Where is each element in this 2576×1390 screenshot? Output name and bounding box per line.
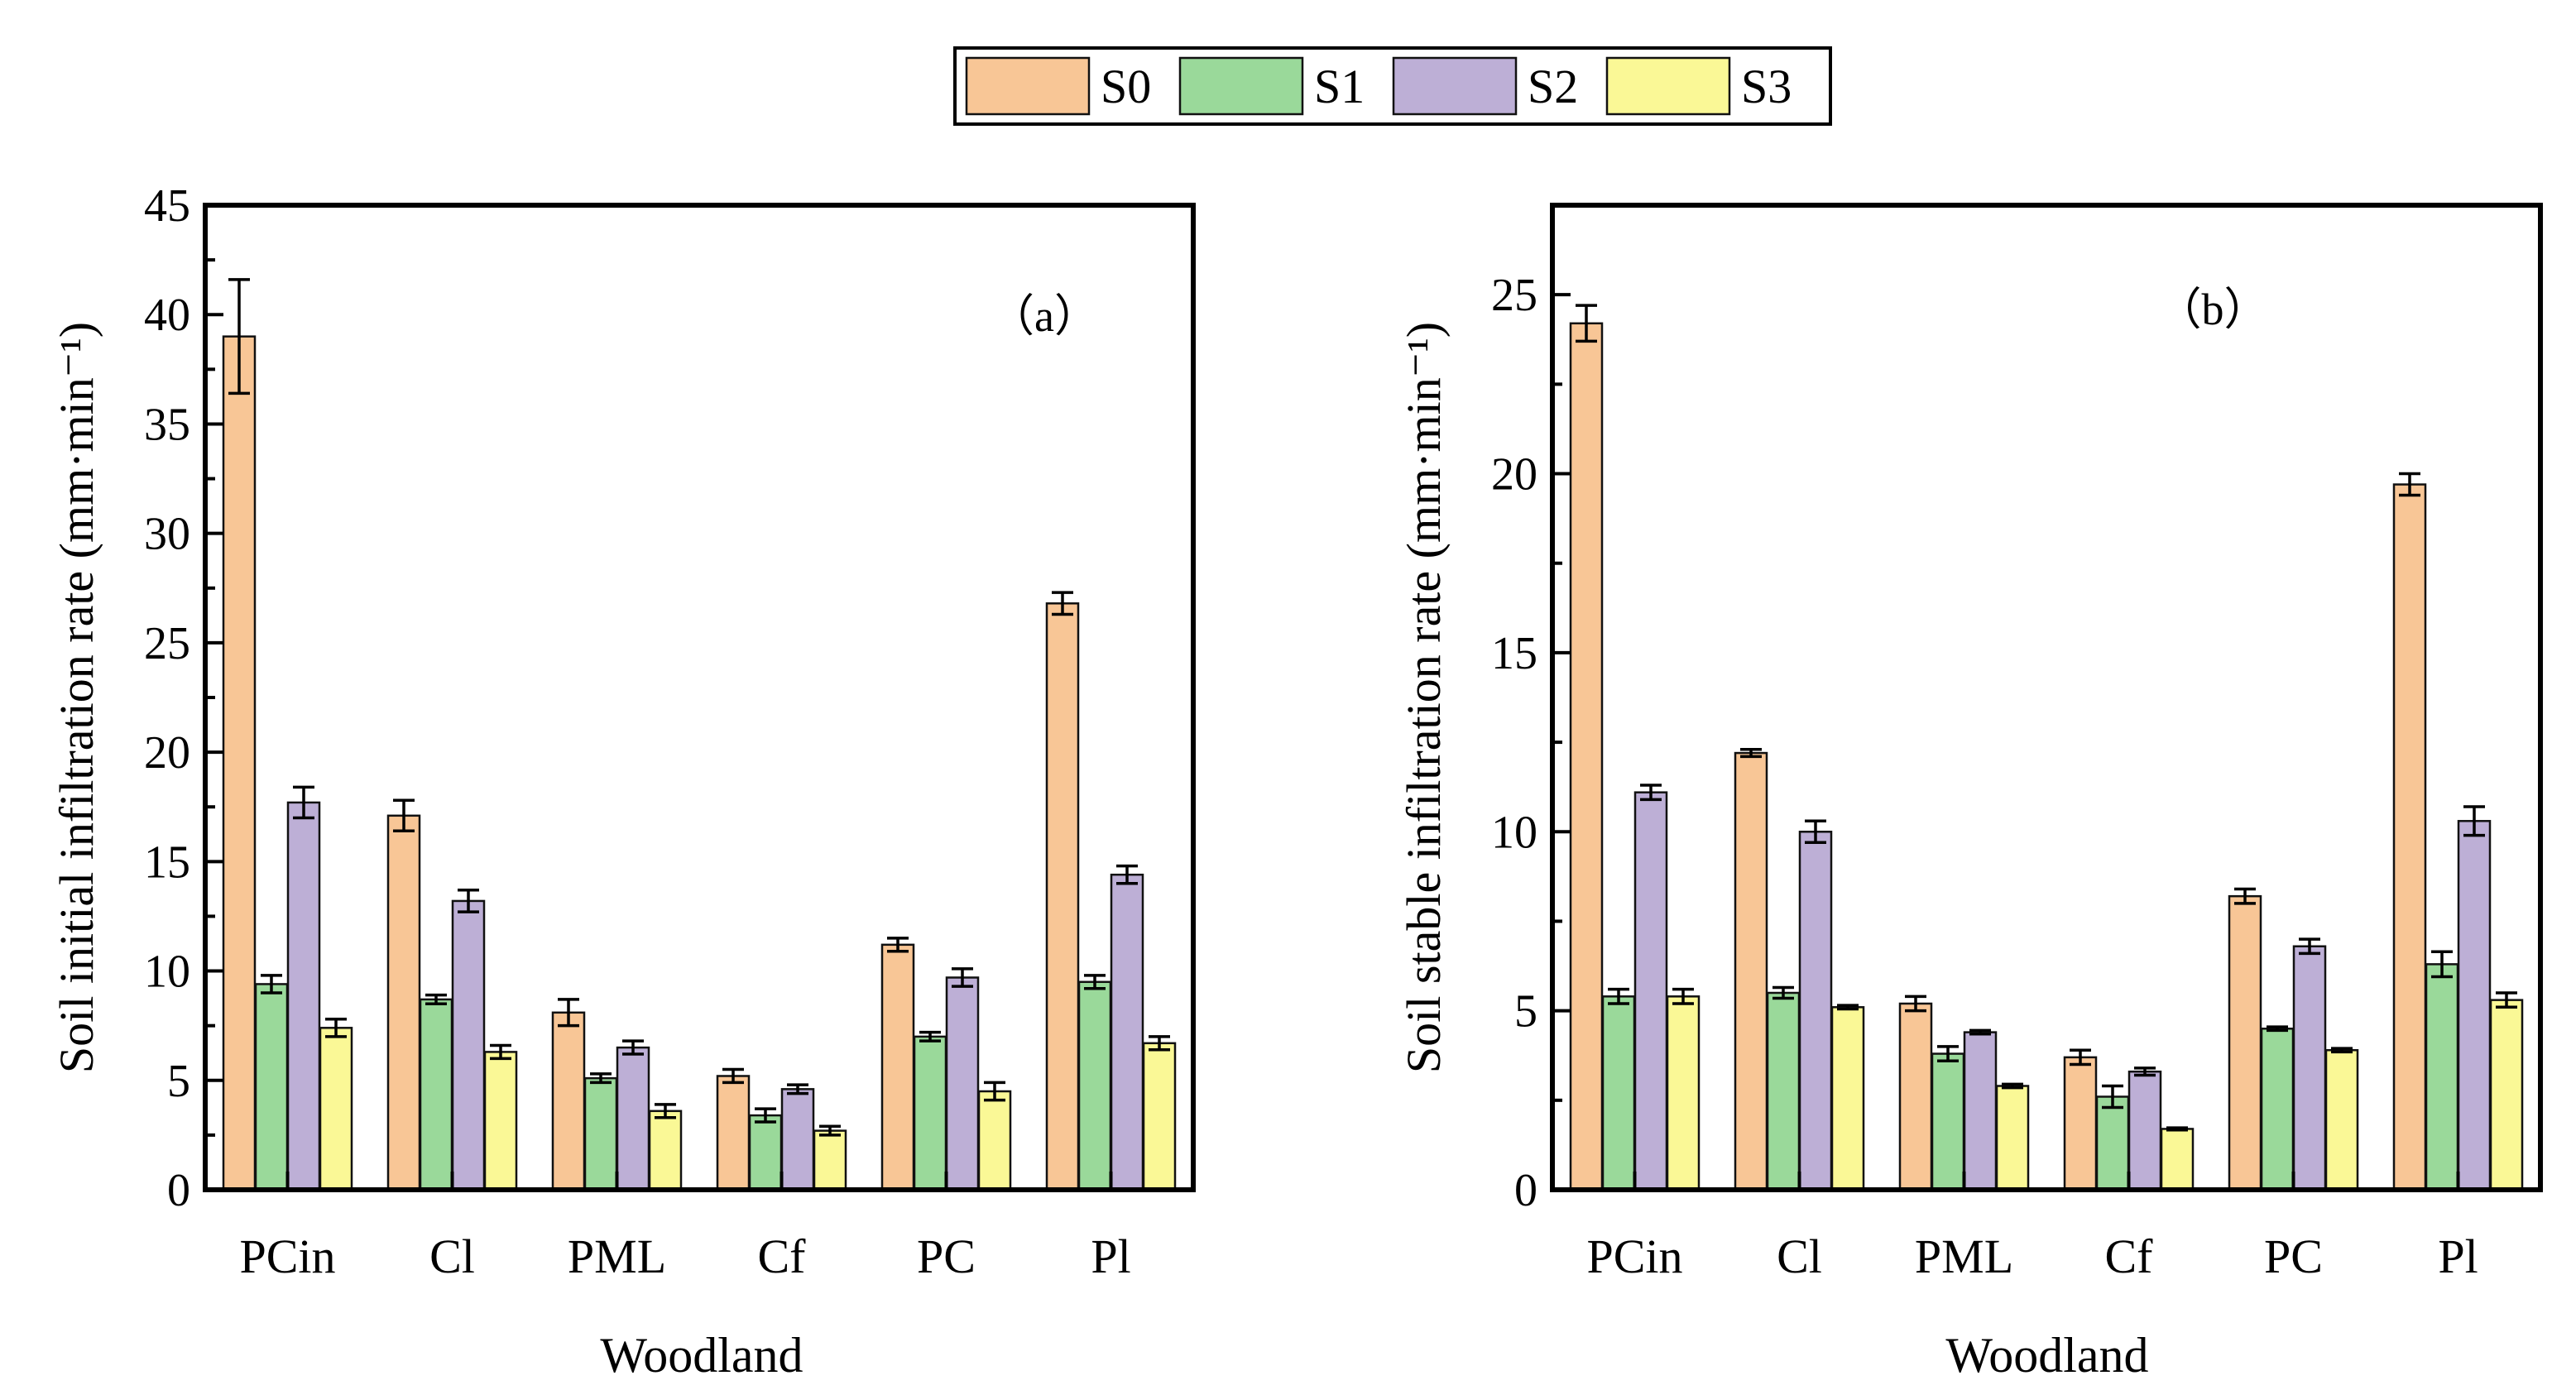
x-tick-label-cf: Cf [2105,1229,2154,1283]
bar-s3-pl [1142,1042,1177,1191]
y-tick-label: 35 [144,399,190,450]
bar-s1-cf [2095,1095,2130,1191]
legend-label-s2: S2 [1528,60,1578,113]
bar-s3-pml [1995,1085,2030,1191]
bar-s2-pl [2457,820,2492,1191]
bar-s1-pl [1077,980,1112,1191]
bar-s2-pl [1110,873,1144,1191]
bar-s0-pl [2392,483,2427,1191]
bar-s3-pml [648,1110,683,1191]
plot-frame [203,203,1196,1192]
bar-s2-cf [2127,1070,2162,1191]
x-tick-label-cf: Cf [758,1229,807,1283]
bar-s0-cf [2063,1056,2098,1191]
bar-s0-pcin [222,335,257,1191]
y-axis-title: Soil stable infiltration rate (mm·min⁻¹) [1397,322,1451,1073]
x-tick-label-pl: Pl [2438,1229,2478,1283]
bar-s2-pml [1963,1031,1998,1191]
legend: S0 S1 S2 S3 [953,46,1832,126]
x-tick-label-pml: PML [568,1229,666,1283]
y-tick-label: 5 [167,1056,190,1107]
bar-s0-pml [551,1011,586,1191]
bar-s2-cl [451,899,486,1191]
bar-s1-pml [1931,1052,1965,1191]
x-tick-label-pml: PML [1915,1229,2013,1283]
y-tick-label: 15 [1491,628,1537,679]
legend-swatch-s2 [1392,56,1518,116]
legend-swatch-s0 [965,56,1091,116]
y-tick-label: 40 [144,290,190,341]
x-tick-label-pcin: PCin [239,1229,335,1283]
x-tick-label-pl: Pl [1091,1229,1130,1283]
bar-s1-pl [2425,963,2459,1191]
x-tick-label-pc: PC [917,1229,976,1283]
bar-s0-pc [2228,894,2262,1191]
x-tick-label-cl: Cl [429,1229,475,1283]
y-tick-label: 25 [1491,270,1537,321]
legend-swatch-s1 [1178,56,1304,116]
bar-s0-pml [1898,1002,1933,1191]
bar-s3-cl [1830,1006,1865,1191]
legend-label-s0: S0 [1101,60,1151,113]
bar-s2-pml [616,1046,650,1191]
x-tick-label-cl: Cl [1777,1229,1822,1283]
y-tick-label: 25 [144,618,190,669]
x-axis-title: Woodland [600,1328,803,1383]
y-tick-label: 0 [167,1165,190,1216]
bar-s3-pc [977,1090,1012,1191]
y-tick-label: 0 [1514,1165,1537,1216]
bar-s1-pcin [254,983,289,1191]
bar-s1-cl [419,998,453,1191]
bar-s0-pl [1045,602,1080,1191]
bar-s3-cf [813,1129,847,1191]
panel-label: （b） [2157,285,2269,334]
bar-s1-cf [748,1114,783,1191]
bar-s1-cl [1766,991,1801,1191]
bar-s3-pl [2489,999,2524,1191]
bar-s3-pcin [319,1027,353,1191]
bar-s3-pc [2324,1048,2359,1191]
y-tick-label: 20 [1491,449,1537,501]
bar-s1-pc [913,1035,947,1191]
legend-label-s1: S1 [1314,60,1365,113]
y-tick-label: 20 [144,727,190,779]
y-tick-label: 10 [1491,807,1537,858]
x-tick-label-pc: PC [2264,1229,2323,1283]
bar-s2-cf [780,1088,815,1191]
bar-s0-cf [716,1075,751,1191]
y-tick-label: 15 [144,836,190,888]
panel-b: 0 5 10 15 20 25 PCin Cl PML Cf PC Pl Woodland Soil st… [1397,203,2543,1383]
bar-s0-pcin [1569,322,1604,1191]
bar-s3-pcin [1666,995,1701,1191]
bar-s2-pc [2292,945,2327,1191]
x-tick-label-pcin: PCin [1586,1229,1682,1283]
bar-s1-pml [583,1076,618,1191]
panel-label: （a） [990,291,1099,341]
legend-label-s3: S3 [1741,60,1792,113]
bar-s2-pcin [1633,791,1668,1191]
y-tick-label: 10 [144,947,190,998]
plot-frame [1550,203,2543,1192]
bar-s1-pcin [1601,995,1636,1191]
bar-s2-pcin [286,801,321,1191]
bar-s0-cl [1734,751,1768,1191]
bar-s3-cl [483,1051,518,1191]
y-tick-label: 30 [144,509,190,560]
bar-s0-pc [880,943,915,1191]
x-axis-title: Woodland [1945,1328,2148,1383]
bar-s1-pc [2260,1028,2295,1191]
y-tick-label: 5 [1514,986,1537,1038]
y-tick-label: 45 [144,180,190,232]
bar-s2-pc [945,976,980,1191]
y-axis-title: Soil initial infiltration rate (mm·min⁻¹… [50,322,103,1073]
bar-s0-cl [386,814,421,1191]
bar-s3-cf [2160,1128,2195,1191]
bar-s2-cl [1798,831,1833,1191]
legend-swatch-s3 [1605,56,1731,116]
panel-a: 0 5 10 15 20 25 30 35 40 45 PCin Cl PML Cf PC Pl Woodlan… [50,180,1196,1383]
